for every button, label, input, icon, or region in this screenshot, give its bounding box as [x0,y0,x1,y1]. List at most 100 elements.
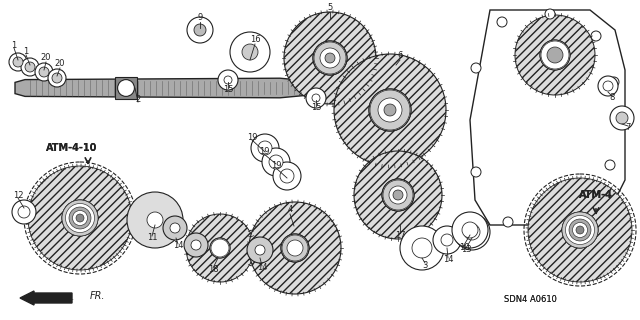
Circle shape [21,58,39,76]
Text: 8: 8 [609,93,614,102]
Text: ATM-4: ATM-4 [579,190,613,200]
Circle shape [62,200,98,236]
Circle shape [72,211,88,226]
Text: 17: 17 [395,230,405,239]
Text: 5: 5 [328,4,333,12]
Circle shape [306,88,326,108]
Circle shape [400,226,444,270]
Circle shape [163,216,187,240]
Circle shape [471,167,481,177]
Circle shape [25,62,35,72]
Circle shape [497,17,507,27]
Circle shape [609,77,619,87]
Text: 15: 15 [311,103,321,113]
Circle shape [603,81,613,91]
Circle shape [547,47,563,63]
Circle shape [18,206,30,218]
Text: 6: 6 [397,51,403,60]
Text: SDN4 A0610: SDN4 A0610 [504,295,556,305]
Text: 19: 19 [247,133,257,142]
Text: 1: 1 [12,41,17,50]
Circle shape [573,222,588,237]
Circle shape [369,89,411,131]
Text: 12: 12 [13,191,23,201]
Text: 14: 14 [443,255,453,265]
Text: 20: 20 [41,53,51,62]
Circle shape [605,160,615,170]
Circle shape [540,40,570,70]
Circle shape [230,32,270,72]
Circle shape [170,223,180,233]
Text: 7: 7 [625,124,630,132]
Text: 14: 14 [173,242,183,251]
Text: 19: 19 [271,162,281,171]
Circle shape [282,235,308,261]
Circle shape [224,76,232,84]
Circle shape [210,238,230,258]
Circle shape [370,90,410,130]
Circle shape [378,98,402,122]
Text: 10: 10 [459,243,469,252]
Circle shape [562,212,598,248]
Circle shape [616,112,628,124]
Text: FR.: FR. [61,293,75,302]
Circle shape [69,207,91,229]
Circle shape [312,94,320,102]
Circle shape [545,9,555,19]
Text: SDN4 A0610: SDN4 A0610 [504,295,556,305]
Circle shape [118,80,134,96]
Circle shape [52,73,62,83]
Circle shape [313,41,347,75]
Text: FR.: FR. [90,291,106,301]
Circle shape [35,63,53,81]
Circle shape [218,70,238,90]
Circle shape [464,224,480,240]
Text: 11: 11 [147,234,157,243]
Circle shape [452,212,488,248]
Circle shape [314,42,346,74]
Circle shape [389,186,407,204]
Text: 9: 9 [197,13,203,22]
Text: 16: 16 [250,36,260,44]
Circle shape [610,106,634,130]
Text: 19: 19 [259,148,269,156]
Circle shape [184,233,208,257]
Circle shape [382,179,414,211]
FancyBboxPatch shape [115,77,137,99]
Circle shape [39,67,49,77]
Text: 1: 1 [24,47,29,57]
Circle shape [76,214,84,222]
Circle shape [384,104,396,116]
Circle shape [127,192,183,248]
Text: ATM-4-10: ATM-4-10 [46,143,98,153]
Circle shape [12,200,36,224]
Text: 15: 15 [223,85,233,94]
Circle shape [287,240,303,256]
Circle shape [569,219,591,241]
Circle shape [9,53,27,71]
Circle shape [48,69,66,87]
Circle shape [281,234,309,262]
Circle shape [211,239,229,257]
Circle shape [320,48,340,68]
Text: 18: 18 [208,266,218,275]
Circle shape [503,217,513,227]
Circle shape [258,141,272,155]
Circle shape [562,212,598,248]
Text: 20: 20 [55,60,65,68]
Circle shape [147,212,163,228]
Circle shape [242,44,258,60]
Circle shape [441,234,453,246]
Circle shape [280,169,294,183]
Circle shape [273,162,301,190]
Circle shape [393,190,403,200]
Text: ATM-4: ATM-4 [579,190,613,200]
Circle shape [255,245,265,255]
Circle shape [187,17,213,43]
Circle shape [598,76,618,96]
Circle shape [576,226,584,234]
Text: 2: 2 [136,95,141,105]
Circle shape [262,148,290,176]
Circle shape [65,204,95,233]
Circle shape [13,57,23,67]
